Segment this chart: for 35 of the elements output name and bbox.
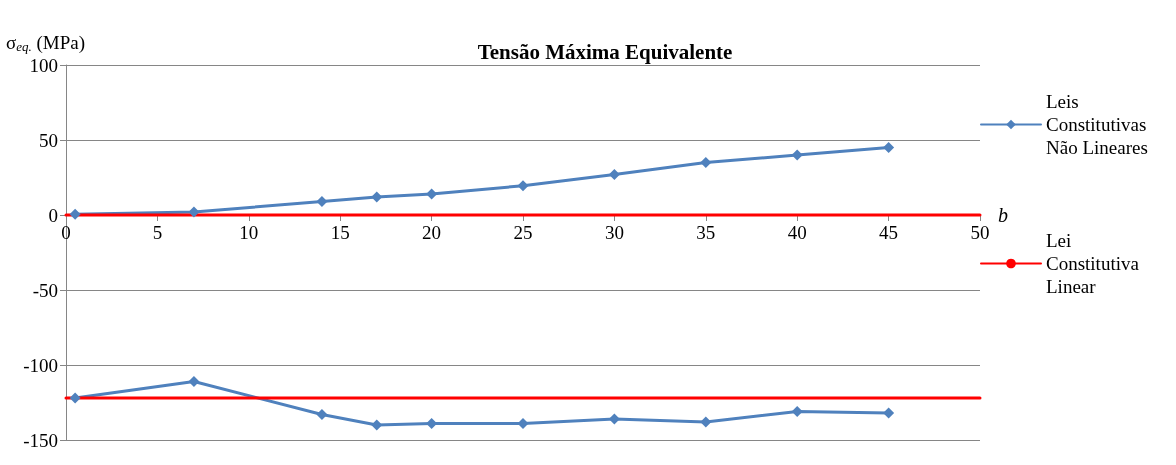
point: [316, 409, 328, 420]
point: [883, 407, 895, 419]
x-tick-label: 5: [152, 222, 163, 243]
x-tick-label: 40: [787, 222, 807, 243]
point: [608, 169, 620, 180]
x-tick-label: 35: [696, 222, 716, 243]
y-tick-label: 100: [29, 54, 58, 76]
y-tick-label: -150: [23, 429, 58, 451]
y-tick-label: 50: [39, 129, 58, 151]
point: [517, 180, 529, 192]
point: [791, 406, 803, 417]
point: [883, 142, 895, 153]
point: [700, 157, 712, 168]
point: [188, 376, 200, 387]
x-tick-label: 25: [513, 222, 533, 243]
point: [69, 392, 81, 404]
x-tick-label: 50: [970, 222, 990, 243]
x-tick-label: 20: [422, 222, 442, 243]
x-axis-title: b: [998, 204, 1008, 226]
y-tick-label: 0: [48, 204, 58, 226]
legend-label: Leis Constitutivas Não Lineares: [1046, 91, 1152, 158]
point: [69, 208, 81, 220]
legend-label: Lei Constitutiva Linear: [1046, 230, 1144, 297]
chart-title: Tensão Máxima Equivalente: [477, 39, 733, 64]
x-tick-label: 45: [879, 222, 899, 243]
x-tick-label: 30: [604, 222, 624, 243]
x-tick-label: 15: [330, 222, 350, 243]
x-tick-label: 10: [239, 222, 259, 243]
point: [700, 416, 712, 428]
y-tick-label: -50: [32, 279, 58, 301]
x-tick-label: 0: [61, 222, 71, 243]
y-tick-label: -100: [23, 354, 58, 376]
point: [791, 149, 803, 161]
point: [188, 206, 200, 218]
point: [316, 196, 328, 207]
